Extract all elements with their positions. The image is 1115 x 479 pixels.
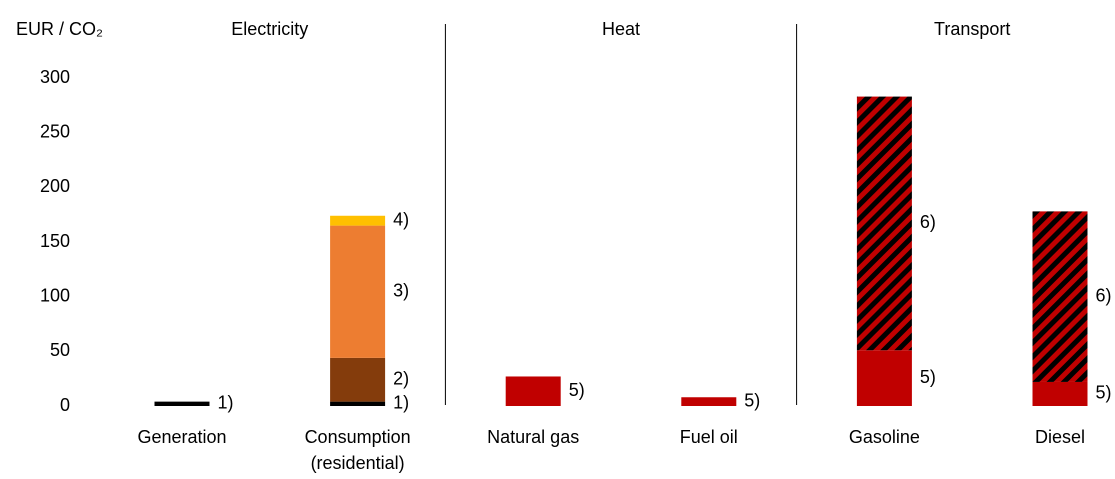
bar-segment xyxy=(681,397,737,406)
bar-segment xyxy=(856,350,912,406)
bar-segment xyxy=(856,96,912,351)
x-tick-label: Diesel xyxy=(1035,427,1085,447)
segment-label: 5) xyxy=(744,390,760,410)
segment-label: 4) xyxy=(393,209,409,229)
bar-segment xyxy=(1032,381,1088,406)
segment-label: 5) xyxy=(1096,383,1112,403)
bar-segment xyxy=(330,401,386,406)
x-tick-label: Generation xyxy=(137,427,226,447)
segment-label: 6) xyxy=(1096,285,1112,305)
bar-segment xyxy=(1032,211,1088,382)
group-label: Electricity xyxy=(231,19,308,39)
y-tick-label: 0 xyxy=(60,395,70,415)
segment-label: 5) xyxy=(920,367,936,387)
segment-label: 5) xyxy=(569,380,585,400)
y-tick-label: 50 xyxy=(50,340,70,360)
segment-label: 3) xyxy=(393,280,409,300)
segment-label: 2) xyxy=(393,369,409,389)
y-tick-label: 150 xyxy=(40,231,70,251)
x-tick-label: Natural gas xyxy=(487,427,579,447)
bar-segment xyxy=(330,225,386,358)
y-tick-label: 100 xyxy=(40,285,70,305)
x-tick-label: Gasoline xyxy=(849,427,920,447)
y-axis-label: EUR / CO₂ xyxy=(16,19,103,39)
group-label: Transport xyxy=(934,19,1010,39)
bar-segment xyxy=(505,376,561,406)
bar-segment xyxy=(330,215,386,226)
group-label: Heat xyxy=(602,19,640,39)
bar-segment xyxy=(330,357,386,402)
segment-label: 6) xyxy=(920,212,936,232)
segment-label: 1) xyxy=(218,393,234,413)
x-tick-label: Consumption (residential) xyxy=(305,427,411,473)
x-tick-label: Fuel oil xyxy=(680,427,738,447)
y-tick-label: 250 xyxy=(40,121,70,141)
segment-label: 1) xyxy=(393,393,409,413)
bar-segment xyxy=(154,401,210,406)
y-tick-label: 200 xyxy=(40,176,70,196)
y-tick-label: 300 xyxy=(40,67,70,87)
